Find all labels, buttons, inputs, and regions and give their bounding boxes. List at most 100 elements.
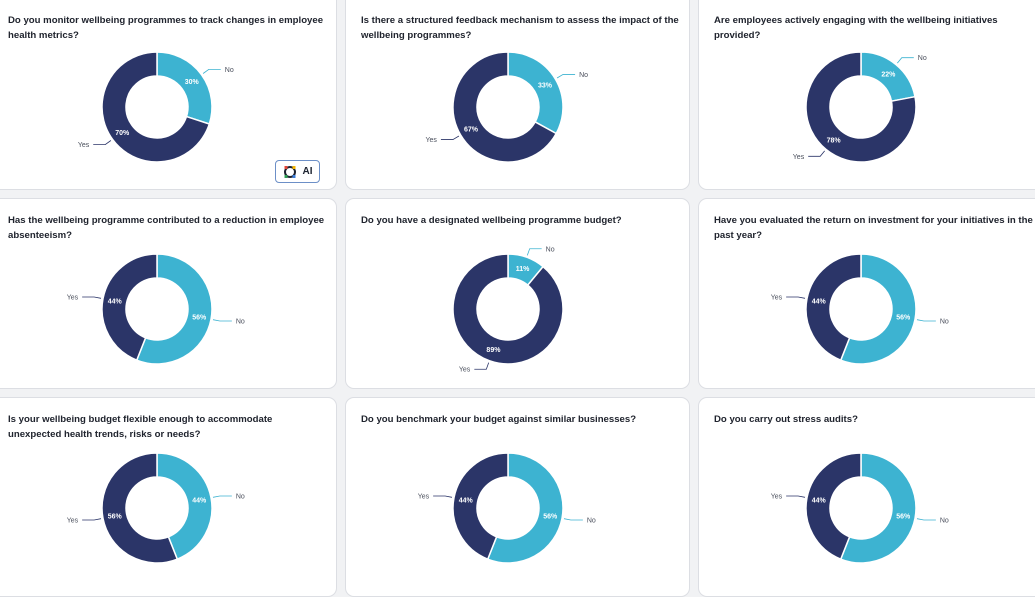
donut-slice-yes[interactable] (452, 253, 564, 365)
donut-value-label: 56% (192, 315, 207, 322)
donut-category-label: Yes (459, 367, 471, 374)
donut-value-label: 30% (185, 79, 200, 86)
donut-category-label: No (225, 67, 234, 74)
donut-slice-yes[interactable] (805, 253, 862, 362)
donut-chart[interactable]: 11% No 89% Yes (438, 246, 598, 374)
donut-slice-no[interactable] (486, 452, 564, 564)
donut-category-label: No (940, 318, 949, 325)
donut-slice-yes[interactable] (101, 253, 158, 362)
donut-leader-line (82, 296, 102, 299)
donut-value-label: 44% (108, 298, 123, 305)
donut-leader-line (916, 319, 936, 322)
donut-chart[interactable]: 56% No 44% Yes (771, 249, 951, 369)
donut-leader-line (526, 248, 542, 256)
donut-category-label: Yes (425, 137, 437, 144)
chart-title: Do you monitor wellbeing programmes to t… (8, 15, 324, 41)
donut-category-label: No (579, 72, 588, 79)
donut-leader-line (808, 150, 825, 157)
donut-value-label: 56% (543, 514, 558, 521)
donut-category-label: No (940, 517, 949, 524)
donut-slice-no[interactable] (156, 51, 213, 125)
chart-card: Has the wellbeing programme contributed … (0, 198, 337, 389)
donut-slice-no[interactable] (156, 452, 213, 561)
donut-leader-line (82, 518, 102, 521)
donut-slice-no[interactable] (839, 452, 917, 564)
donut-slice-yes[interactable] (452, 51, 558, 163)
donut-leader-line (474, 362, 490, 370)
donut-leader-line (212, 495, 232, 498)
donut-value-label: 89% (486, 347, 501, 354)
donut-value-label: 44% (812, 298, 827, 305)
donut-leader-line (786, 296, 806, 299)
chart-title: Is your wellbeing budget flexible enough… (8, 414, 273, 440)
donut-chart[interactable]: 33% No 67% Yes (425, 47, 598, 167)
donut-slice-no[interactable] (507, 51, 564, 135)
donut-value-label: 70% (115, 130, 130, 137)
donut-slice-yes[interactable] (101, 452, 179, 564)
donut-value-label: 44% (459, 497, 474, 504)
donut-value-label: 67% (464, 126, 479, 133)
donut-category-label: Yes (771, 295, 783, 302)
chart-title: Is there a structured feedback mechanism… (361, 15, 679, 41)
donut-value-label: 44% (812, 497, 827, 504)
donut-slice-no[interactable] (135, 253, 213, 365)
chart-card: Do you benchmark your budget against sim… (345, 397, 690, 597)
donut-value-label: 33% (538, 83, 553, 90)
donut-value-label: 11% (516, 266, 530, 273)
donut-leader-line (93, 140, 112, 146)
donut-category-label: Yes (793, 154, 805, 161)
donut-value-label: 44% (192, 497, 207, 504)
chart-card: Is there a structured feedback mechanism… (345, 0, 690, 190)
donut-leader-line (556, 74, 576, 79)
donut-value-label: 56% (896, 514, 911, 521)
donut-category-label: No (587, 517, 596, 524)
chart-card: Do you carry out stress audits? 56% No 44%… (698, 397, 1035, 597)
chart-title: Has the wellbeing programme contributed … (8, 215, 325, 241)
donut-slice-yes[interactable] (805, 452, 862, 561)
donut-chart[interactable]: 22% No 78% Yes (791, 47, 951, 167)
donut-category-label: Yes (78, 142, 90, 149)
donut-category-label: No (236, 494, 245, 501)
donut-leader-line (786, 495, 806, 498)
donut-value-label: 78% (827, 138, 842, 145)
donut-value-label: 56% (108, 514, 123, 521)
donut-slice-yes[interactable] (101, 51, 211, 163)
chart-title: Do you benchmark your budget against sim… (361, 414, 637, 425)
donut-leader-line (212, 319, 232, 322)
donut-category-label: Yes (67, 295, 79, 302)
donut-value-label: 22% (881, 71, 896, 78)
donut-slice-no[interactable] (839, 253, 917, 365)
chart-card: Is your wellbeing budget flexible enough… (0, 397, 337, 597)
chart-card: Do you have a designated wellbeing progr… (345, 198, 690, 389)
donut-value-label: 56% (896, 315, 911, 322)
ai-button-label: AI (302, 166, 313, 177)
chart-title: Are employees actively engaging with the… (714, 15, 998, 41)
chart-card: Do you monitor wellbeing programmes to t… (0, 0, 337, 190)
chart-title: Do you have a designated wellbeing progr… (361, 215, 622, 226)
donut-chart[interactable]: 30% No 70% Yes (78, 47, 247, 167)
donut-slice-yes[interactable] (805, 51, 917, 163)
ai-sparkle-icon (283, 165, 296, 178)
donut-slice-yes[interactable] (452, 452, 509, 561)
donut-chart[interactable]: 56% No 44% Yes (771, 448, 951, 568)
donut-leader-line (202, 68, 221, 74)
donut-leader-line (563, 518, 583, 521)
chart-card: Are employees actively engaging with the… (698, 0, 1035, 190)
donut-leader-line (433, 495, 453, 498)
donut-category-label: Yes (67, 517, 79, 524)
donut-category-label: Yes (418, 494, 430, 501)
chart-title: Do you carry out stress audits? (714, 414, 858, 425)
donut-chart[interactable]: 56% No 44% Yes (67, 249, 247, 369)
donut-chart[interactable]: 56% No 44% Yes (418, 448, 598, 568)
donut-category-label: Yes (771, 494, 783, 501)
donut-leader-line (440, 135, 460, 140)
donut-category-label: No (236, 318, 245, 325)
ai-button[interactable]: AI (275, 160, 320, 183)
donut-category-label: No (918, 55, 927, 62)
chart-card: Have you evaluated the return on investm… (698, 198, 1035, 389)
chart-title: Have you evaluated the return on investm… (714, 215, 1033, 241)
donut-category-label: No (546, 246, 555, 253)
donut-chart[interactable]: 44% No 56% Yes (67, 448, 247, 568)
donut-leader-line (897, 57, 914, 64)
donut-leader-line (916, 518, 936, 521)
